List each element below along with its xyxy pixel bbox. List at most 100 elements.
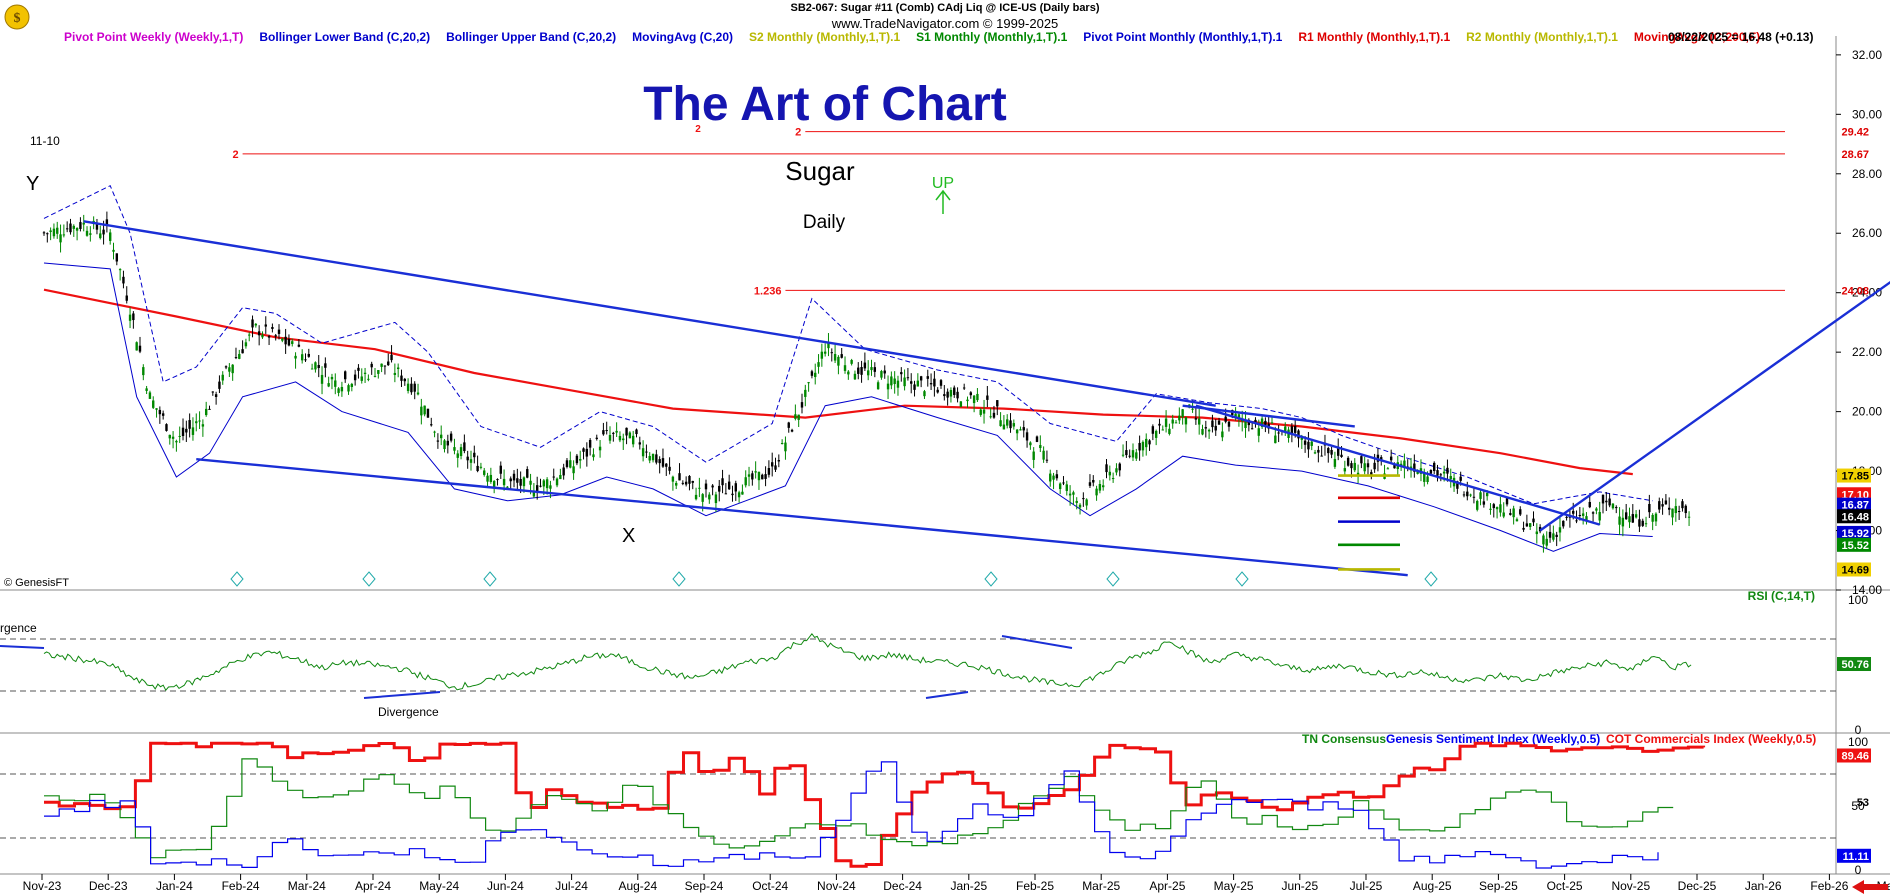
price-candle-body — [221, 374, 224, 381]
price-candle-body — [393, 372, 397, 375]
price-candle-body — [171, 436, 175, 439]
price-candle-body — [234, 357, 238, 359]
price-right-label: 24.08 — [1841, 285, 1869, 297]
price-candle-body — [790, 429, 794, 432]
price-candle-body — [592, 454, 595, 458]
legend-item-4: S2 Monthly (Monthly,1,T).1 — [749, 30, 901, 44]
price-candle-body — [99, 233, 102, 239]
price-candle-body — [1644, 523, 1648, 525]
price-candle-body — [211, 391, 215, 393]
divergence-line — [925, 691, 969, 699]
price-right-label: 15.92 — [1841, 528, 1869, 540]
price-candle-body — [1178, 415, 1181, 421]
price-candle-body — [188, 420, 191, 429]
price-candle-body — [972, 395, 976, 404]
price-candle-body — [718, 485, 721, 492]
price-candle-body — [1528, 523, 1532, 527]
price-candle-body — [201, 424, 205, 427]
price-candle-body — [1207, 429, 1211, 432]
price-candle-body — [1499, 504, 1502, 513]
price-candle-body — [1095, 488, 1098, 496]
price-candle-body — [1370, 472, 1373, 475]
price-candle-body — [1009, 420, 1012, 429]
price-candle-body — [711, 485, 714, 488]
price-candle-body — [691, 481, 694, 483]
x-tick-label: Sep-24 — [685, 879, 724, 893]
price-candle-body — [340, 386, 344, 392]
price-candle-body — [320, 374, 324, 384]
price-candle-body — [244, 342, 248, 347]
price-candle-body — [148, 392, 152, 399]
price-y-tick-label: 30.00 — [1852, 107, 1882, 121]
last-quote: 08/22/2025 = 16.48 (+0.13) — [1668, 30, 1814, 44]
price-candle-body — [797, 414, 800, 420]
rsi-y-tick-label: 0 — [1855, 723, 1862, 737]
price-candle-body — [1290, 426, 1294, 435]
price-candle-body — [181, 427, 185, 437]
trendline — [1195, 404, 1601, 526]
price-candle-body — [1641, 520, 1644, 526]
price-candle-body — [661, 458, 665, 467]
wave-x-annotation: X — [622, 525, 635, 547]
price-candle-body — [804, 389, 807, 397]
price-candle-body — [625, 427, 628, 436]
price-candle-body — [814, 372, 817, 378]
price-candle-body — [1204, 427, 1208, 429]
price-candle-body — [612, 432, 615, 434]
price-candle-body — [1449, 475, 1452, 480]
x-tick-label: Nov-23 — [23, 879, 62, 893]
price-candle-body — [1201, 429, 1204, 435]
price-candle-body — [1118, 463, 1121, 471]
price-candle-body — [165, 424, 168, 431]
price-candle-body — [145, 388, 148, 391]
price-right-label-bg — [1837, 497, 1871, 512]
price-candle-body — [1684, 505, 1687, 514]
price-candle-body — [684, 481, 688, 485]
price-candle-body — [946, 391, 949, 398]
price-candle-body — [1217, 420, 1221, 425]
price-candle-body — [1039, 445, 1042, 449]
price-candle-body — [519, 479, 522, 486]
price-candle-body — [1393, 464, 1396, 469]
price-candle-body — [582, 448, 585, 452]
price-candle-body — [1558, 527, 1562, 533]
price-candle-body — [1403, 460, 1406, 469]
price-candle-body — [1264, 420, 1267, 426]
legend-item-8: R2 Monthly (Monthly,1,T).1 — [1466, 30, 1618, 44]
price-candle-body — [1631, 514, 1634, 523]
price-candle-body — [1565, 516, 1568, 518]
price-candle-body — [1065, 484, 1068, 491]
price-candle-body — [1681, 501, 1684, 509]
price-candle-body — [353, 374, 357, 381]
price-candle-body — [115, 253, 119, 262]
price-y-tick-label: 20.00 — [1852, 405, 1882, 419]
price-candle-body — [337, 388, 340, 393]
price-candle-body — [403, 378, 406, 382]
price-candle-body — [1052, 475, 1055, 480]
price-candle-body — [52, 228, 56, 237]
event-diamond-icon — [362, 571, 376, 587]
price-candle-body — [1532, 518, 1535, 523]
price-candle-body — [969, 392, 972, 396]
rsi-last-value: 50.76 — [1841, 659, 1869, 671]
price-candle-body — [1075, 500, 1078, 503]
scroll-left-arrow-icon — [1852, 880, 1888, 894]
price-candle-body — [1562, 520, 1565, 527]
price-candle-body — [1661, 504, 1664, 507]
x-tick-label: Apr-24 — [355, 879, 391, 893]
price-candle-body — [310, 368, 314, 370]
price-candle-body — [291, 341, 294, 344]
price-candle-body — [453, 447, 456, 451]
price-candle-body — [158, 409, 162, 415]
price-candle-body — [344, 371, 347, 380]
price-candle-body — [565, 460, 569, 467]
price-candle-body — [866, 370, 870, 376]
price-candle-body — [896, 380, 900, 388]
price-candle-body — [529, 480, 532, 485]
event-diamond-icon — [1235, 571, 1249, 587]
price-candle-body — [1154, 430, 1158, 438]
price-candle-body — [595, 437, 598, 439]
sentiment-legend-item: COT Commercials Index (Weekly,0.5) — [1606, 732, 1816, 746]
price-candle-body — [754, 471, 757, 473]
price-candle-body — [562, 467, 565, 476]
